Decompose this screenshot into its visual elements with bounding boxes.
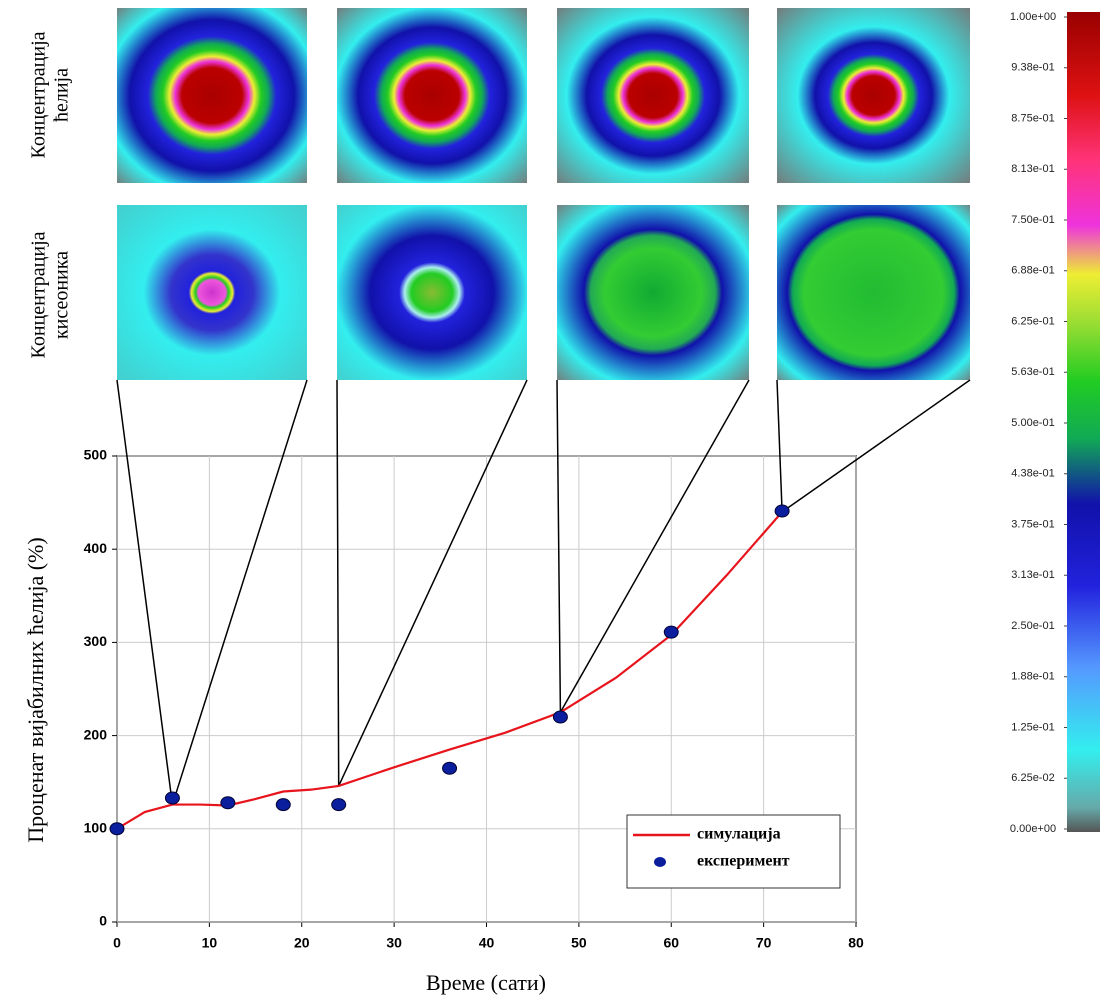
colorbar-label: 1.25e-01 (1011, 721, 1054, 733)
colorbar-label: 4.38e-01 (1011, 468, 1054, 480)
row-label: Концентрација (28, 31, 50, 158)
cell-map (117, 8, 307, 183)
point (552, 710, 568, 724)
colorbar-label: 1.00e+00 (1010, 11, 1056, 23)
oxygen-map (777, 205, 970, 380)
y-tick-label: 400 (84, 540, 108, 556)
legend-label: експеримент (697, 853, 790, 870)
x-tick-label: 70 (756, 935, 772, 951)
colorbar (1067, 12, 1100, 832)
cell-map (777, 8, 970, 183)
row-label: Концентрација (28, 231, 50, 358)
y-tick-label: 0 (99, 913, 107, 929)
x-tick-label: 40 (479, 935, 495, 951)
legend-swatch (654, 857, 666, 867)
row-label: кисеоника (51, 251, 73, 339)
legend (626, 814, 841, 889)
x-tick-label: 0 (113, 935, 121, 951)
point (331, 798, 347, 812)
heatmaps (117, 8, 970, 380)
colorbar-label: 6.88e-01 (1011, 265, 1054, 277)
cell-map (557, 8, 749, 183)
x-tick-label: 10 (202, 935, 218, 951)
y-tick-label: 500 (84, 447, 108, 463)
colorbar-label: 3.13e-01 (1011, 569, 1054, 581)
cell-map (337, 8, 527, 183)
x-axis-title: Време (сати) (426, 970, 546, 995)
x-tick-label: 30 (386, 935, 402, 951)
line (116, 511, 783, 830)
y-tick-label: 100 (84, 820, 108, 836)
colorbar-label: 1.88e-01 (1011, 671, 1054, 683)
colorbar-label: 2.50e-01 (1011, 620, 1054, 632)
point (275, 798, 291, 812)
colorbar-label: 3.75e-01 (1011, 518, 1054, 530)
colorbar-label: 9.38e-01 (1011, 62, 1054, 74)
y-tick-label: 200 (84, 726, 108, 742)
y-tick-label: 300 (84, 633, 108, 649)
oxygen-map (117, 205, 307, 380)
point (164, 791, 180, 805)
x-tick-label: 80 (848, 935, 864, 951)
colorbar-label: 5.63e-01 (1011, 366, 1054, 378)
x-tick-label: 20 (294, 935, 310, 951)
colorbar-label: 5.00e-01 (1011, 417, 1054, 429)
y-axis-title: Проценат вијабилних ћелија (%) (23, 537, 48, 842)
oxygen-map (557, 205, 749, 380)
point (663, 625, 679, 639)
oxygen-map (337, 205, 527, 380)
x-tick-label: 50 (571, 935, 587, 951)
point (774, 504, 790, 518)
point (442, 761, 458, 775)
legend-label: симулација (697, 826, 781, 843)
colorbar-label: 8.75e-01 (1011, 112, 1054, 124)
colorbar-label: 0.00e+00 (1010, 823, 1056, 835)
colorbar-label: 8.13e-01 (1011, 163, 1054, 175)
point (220, 796, 236, 810)
x-tick-label: 60 (663, 935, 679, 951)
colorbar-label: 6.25e-02 (1011, 772, 1054, 784)
point (109, 822, 125, 836)
colorbar-label: 6.25e-01 (1011, 315, 1054, 327)
colorbar-label: 7.50e-01 (1011, 214, 1054, 226)
row-label: ћелија (51, 68, 73, 122)
